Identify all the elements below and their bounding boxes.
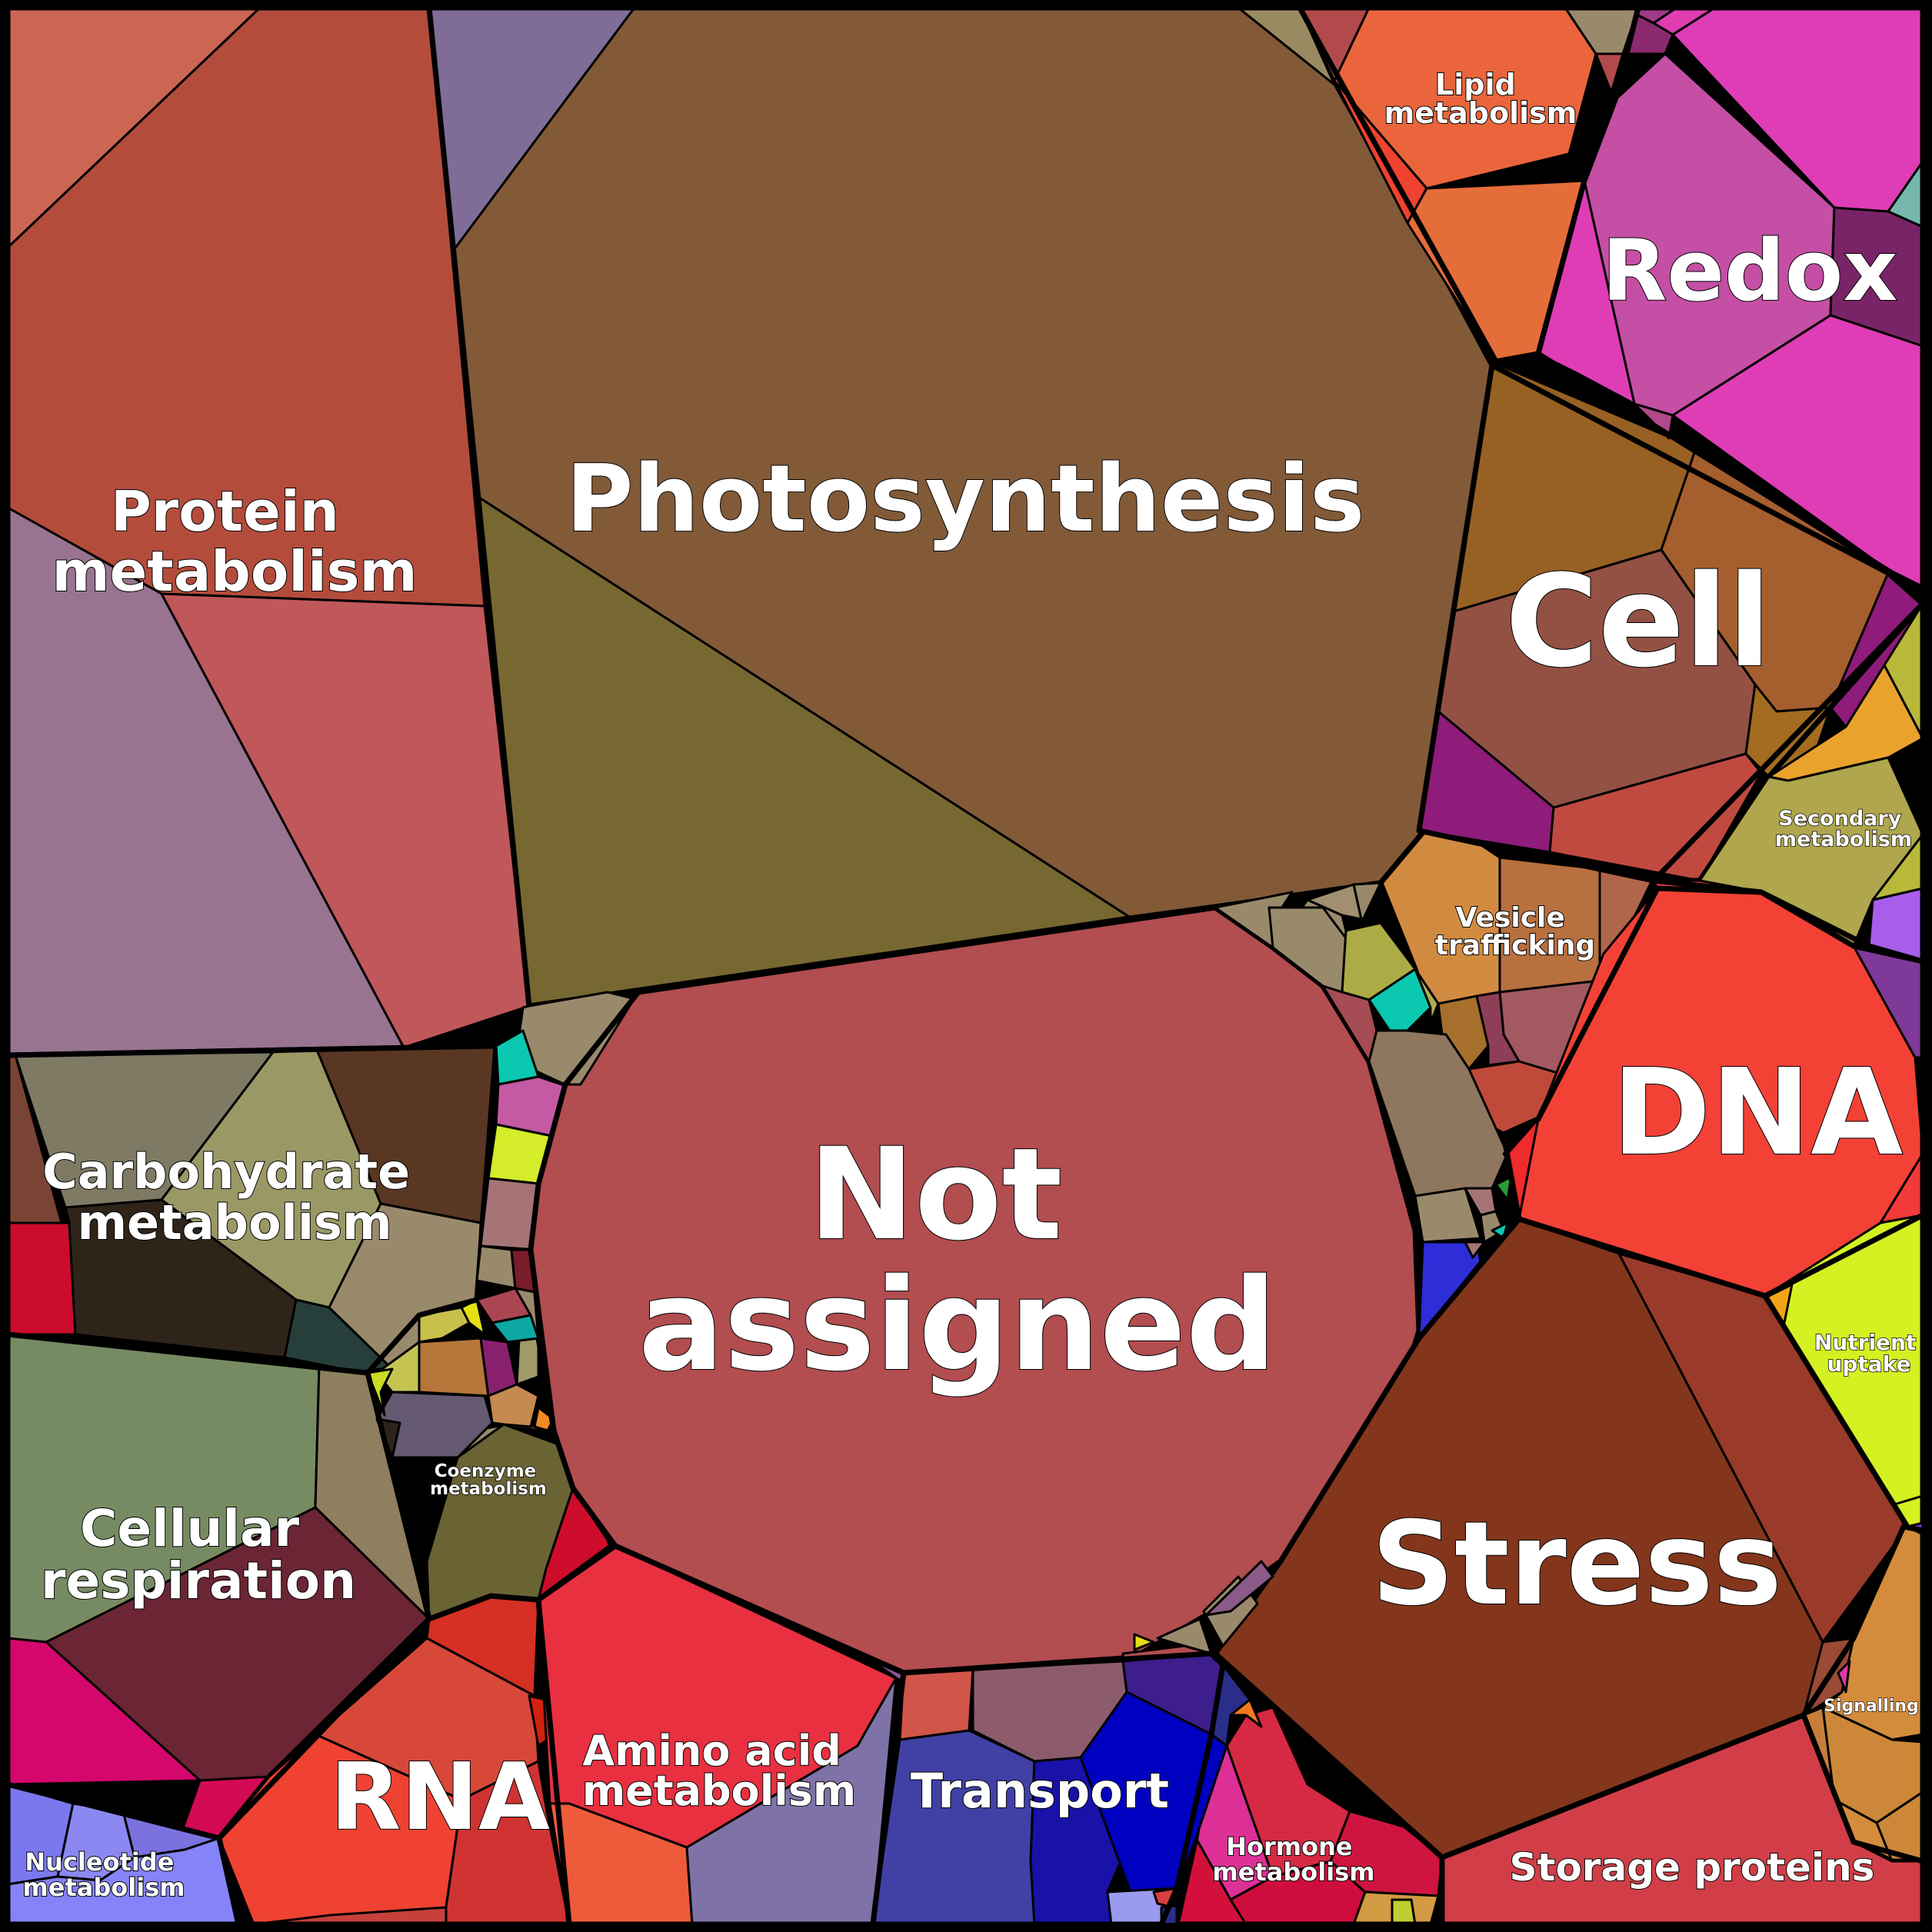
rna-region	[216, 1593, 572, 1927]
transport-cell	[1133, 1633, 1155, 1651]
minor-cell	[1414, 1187, 1482, 1244]
carbohydrate-cell	[6, 1221, 77, 1336]
minor-cell	[1494, 1175, 1513, 1201]
minor-cell	[1414, 968, 1440, 1024]
minor-cell	[1321, 984, 1378, 1063]
transport-label: Transport	[911, 1763, 1169, 1819]
lipid-metabolism-label: Lipid metabolism	[1384, 68, 1577, 130]
coenzyme-cell	[418, 1337, 490, 1397]
coenzyme-metabolism-region	[365, 1297, 615, 1622]
secondary-metabolism-region	[1651, 601, 1926, 964]
minor-cells-right	[1214, 881, 1515, 1340]
rna-label: RNA	[330, 1744, 550, 1851]
cell-cell	[1548, 752, 1763, 882]
cell-label: Cell	[1505, 548, 1771, 695]
vesicle-trafficking-label: Vesicle trafficking	[1435, 902, 1595, 961]
hormone-cell	[1391, 1898, 1417, 1926]
coenzyme-metabolism-label: Coenzyme metabolism	[430, 1461, 547, 1499]
transport-cell	[1204, 1560, 1274, 1617]
amino-acid-metabolism-label: Amino acid metabolism	[582, 1727, 856, 1815]
not-assigned-label: Not assigned	[638, 1121, 1277, 1399]
dna-label: DNA	[1612, 1043, 1903, 1182]
minor-cell	[1464, 1241, 1486, 1259]
nucleotide-metabolism-label: Nucleotide metabolism	[22, 1847, 185, 1902]
nutrient-uptake-label: Nutrient uptake	[1814, 1330, 1924, 1377]
labels-layer: Photosynthesis Protein metabolism Carboh…	[22, 67, 1924, 1903]
transport-region	[870, 1560, 1274, 1927]
hormone-metabolism-label: Hormone metabolism	[1212, 1832, 1374, 1887]
cellular-respiration-region	[5, 1331, 432, 1841]
minor-cell	[475, 1244, 517, 1290]
amino-cell	[685, 1677, 898, 1926]
lipid-metabolism-region	[1297, 5, 1641, 365]
stress-label: Stress	[1371, 1497, 1782, 1631]
photosynthesis-label: Photosynthesis	[566, 446, 1365, 553]
coenzyme-cell	[418, 1306, 471, 1344]
minor-cell	[1352, 881, 1382, 924]
vesicle-trafficking-region	[1377, 828, 1657, 1138]
coenzyme-cell	[366, 1367, 394, 1417]
minor-cell	[1367, 968, 1432, 1036]
carbohydrate-metabolism-region	[5, 1043, 499, 1376]
coenzyme-cell	[515, 1337, 540, 1386]
hormone-cell	[1229, 1698, 1263, 1728]
storage-proteins-label: Storage proteins	[1510, 1845, 1875, 1890]
secondary-metabolism-label: Secondary metabolism	[1775, 807, 1912, 851]
transport-cell	[871, 1729, 1036, 1926]
carbohydrate-metabolism-label: Carbohydrate metabolism	[42, 1144, 427, 1251]
signalling-label: Signalling	[1824, 1697, 1919, 1716]
transport-cell	[898, 1667, 974, 1741]
cell-region	[1416, 360, 1926, 884]
dna-region	[1501, 885, 1926, 1299]
cellular-respiration-label: Cellular respiration	[41, 1499, 356, 1611]
redox-label: Redox	[1602, 222, 1898, 320]
protein-metabolism-label: Protein metabolism	[52, 479, 417, 604]
lipid-cell	[1594, 52, 1624, 94]
nucleotide-metabolism-region	[5, 1781, 242, 1927]
signalling-cell	[1837, 1660, 1851, 1694]
